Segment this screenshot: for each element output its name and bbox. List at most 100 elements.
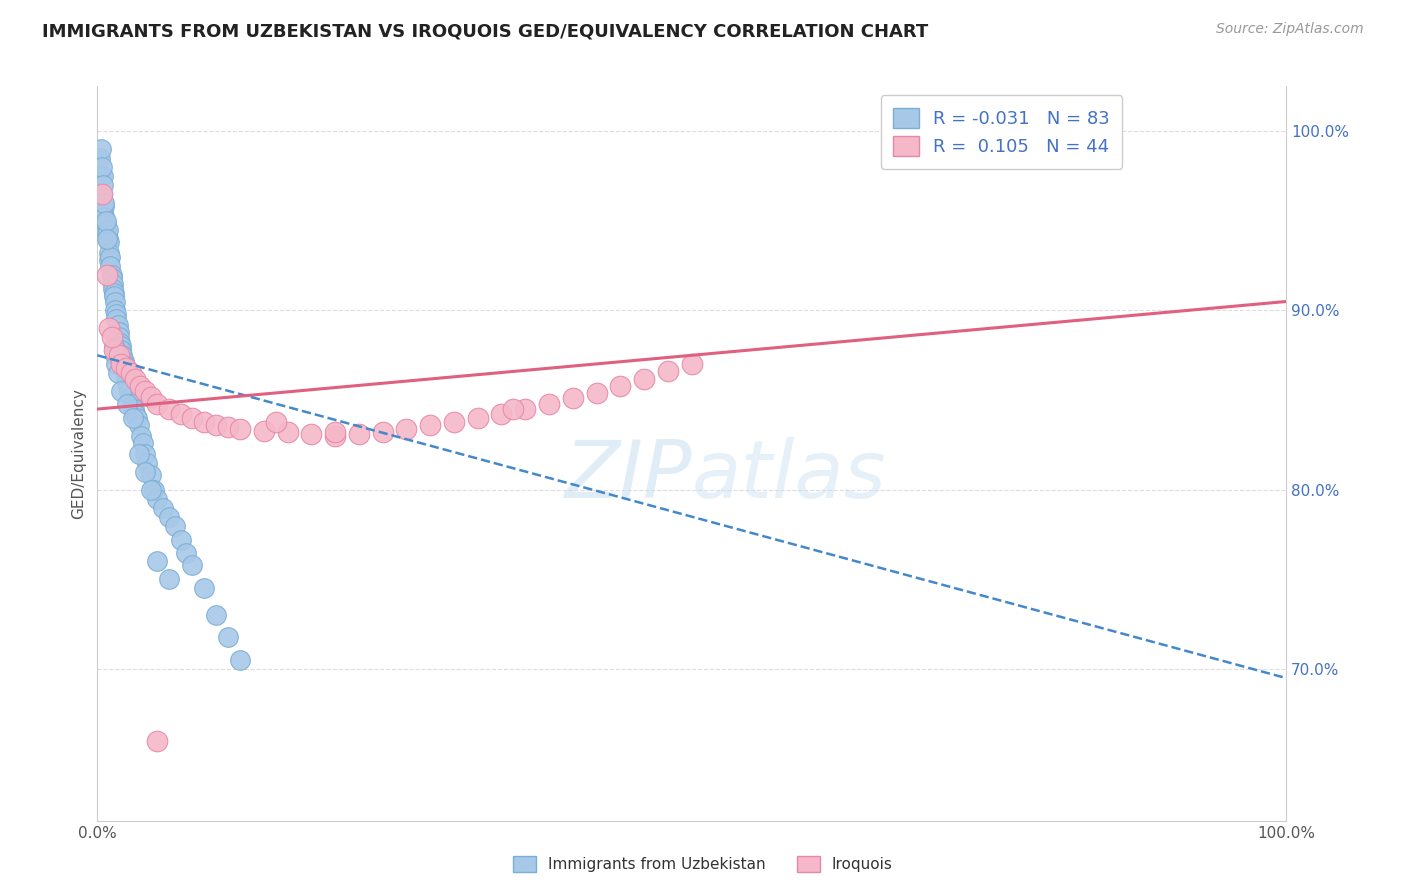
Point: [131, 436, 153, 450]
Point: [277, 425, 299, 440]
Point: [104, 348, 127, 362]
Point: [93, 211, 115, 225]
Point: [115, 360, 138, 375]
Point: [96, 232, 118, 246]
Legend: R = -0.031   N = 83, R =  0.105   N = 44: R = -0.031 N = 83, R = 0.105 N = 44: [880, 95, 1122, 169]
Point: [103, 285, 125, 300]
Point: [97, 223, 120, 237]
Point: [98, 321, 121, 335]
Point: [217, 420, 239, 434]
Point: [467, 411, 489, 425]
Point: [103, 343, 125, 357]
Point: [93, 199, 115, 213]
Point: [299, 427, 322, 442]
Point: [100, 250, 122, 264]
Point: [104, 303, 127, 318]
Point: [120, 390, 142, 404]
Point: [371, 425, 394, 440]
Point: [157, 573, 180, 587]
Point: [91, 186, 114, 201]
Point: [395, 422, 418, 436]
Point: [110, 339, 132, 353]
Point: [103, 289, 125, 303]
Point: [91, 186, 114, 201]
Point: [347, 427, 370, 442]
Point: [193, 582, 215, 596]
Point: [110, 384, 132, 399]
Point: [97, 232, 120, 246]
Point: [89, 151, 111, 165]
Y-axis label: GED/Equivalency: GED/Equivalency: [72, 389, 86, 519]
Point: [114, 360, 136, 375]
Point: [122, 402, 145, 417]
Point: [681, 357, 703, 371]
Point: [143, 483, 166, 497]
Point: [115, 371, 138, 385]
Point: [103, 339, 125, 353]
Point: [139, 390, 162, 404]
Point: [609, 378, 631, 392]
Point: [117, 378, 139, 392]
Point: [146, 397, 169, 411]
Point: [96, 268, 118, 282]
Point: [94, 214, 117, 228]
Point: [115, 366, 138, 380]
Point: [561, 392, 583, 406]
Point: [107, 366, 129, 380]
Text: atlas: atlas: [692, 437, 886, 515]
Point: [118, 384, 141, 399]
Point: [139, 468, 162, 483]
Point: [169, 533, 191, 547]
Point: [100, 268, 122, 282]
Point: [193, 415, 215, 429]
Point: [100, 271, 122, 285]
Point: [101, 282, 124, 296]
Point: [107, 348, 129, 362]
Point: [253, 424, 276, 438]
Point: [108, 335, 131, 350]
Point: [176, 545, 198, 559]
Point: [169, 408, 191, 422]
Point: [91, 169, 114, 183]
Point: [122, 397, 145, 411]
Point: [419, 418, 441, 433]
Point: [91, 205, 114, 219]
Legend: Immigrants from Uzbekistan, Iroquois: Immigrants from Uzbekistan, Iroquois: [506, 848, 900, 880]
Point: [124, 371, 146, 385]
Point: [229, 653, 252, 667]
Point: [128, 447, 150, 461]
Point: [264, 415, 287, 429]
Point: [134, 447, 156, 461]
Point: [633, 371, 655, 385]
Point: [229, 422, 252, 436]
Point: [515, 402, 537, 417]
Point: [91, 160, 114, 174]
Point: [104, 294, 127, 309]
Point: [205, 608, 228, 623]
Point: [110, 343, 132, 357]
Point: [91, 178, 114, 192]
Point: [111, 348, 134, 362]
Point: [152, 500, 174, 515]
Point: [139, 483, 162, 497]
Point: [136, 456, 159, 470]
Point: [125, 411, 148, 425]
Point: [323, 429, 346, 443]
Point: [105, 357, 128, 371]
Point: [146, 491, 169, 506]
Point: [98, 235, 121, 250]
Point: [105, 307, 128, 321]
Point: [491, 408, 513, 422]
Point: [91, 195, 114, 210]
Text: ZIP: ZIP: [564, 437, 692, 515]
Point: [323, 425, 346, 440]
Point: [146, 554, 169, 568]
Point: [115, 375, 138, 389]
Point: [537, 397, 560, 411]
Point: [502, 402, 524, 417]
Text: Source: ZipAtlas.com: Source: ZipAtlas.com: [1216, 22, 1364, 37]
Point: [94, 218, 117, 232]
Point: [217, 630, 239, 644]
Point: [124, 408, 146, 422]
Point: [93, 195, 115, 210]
